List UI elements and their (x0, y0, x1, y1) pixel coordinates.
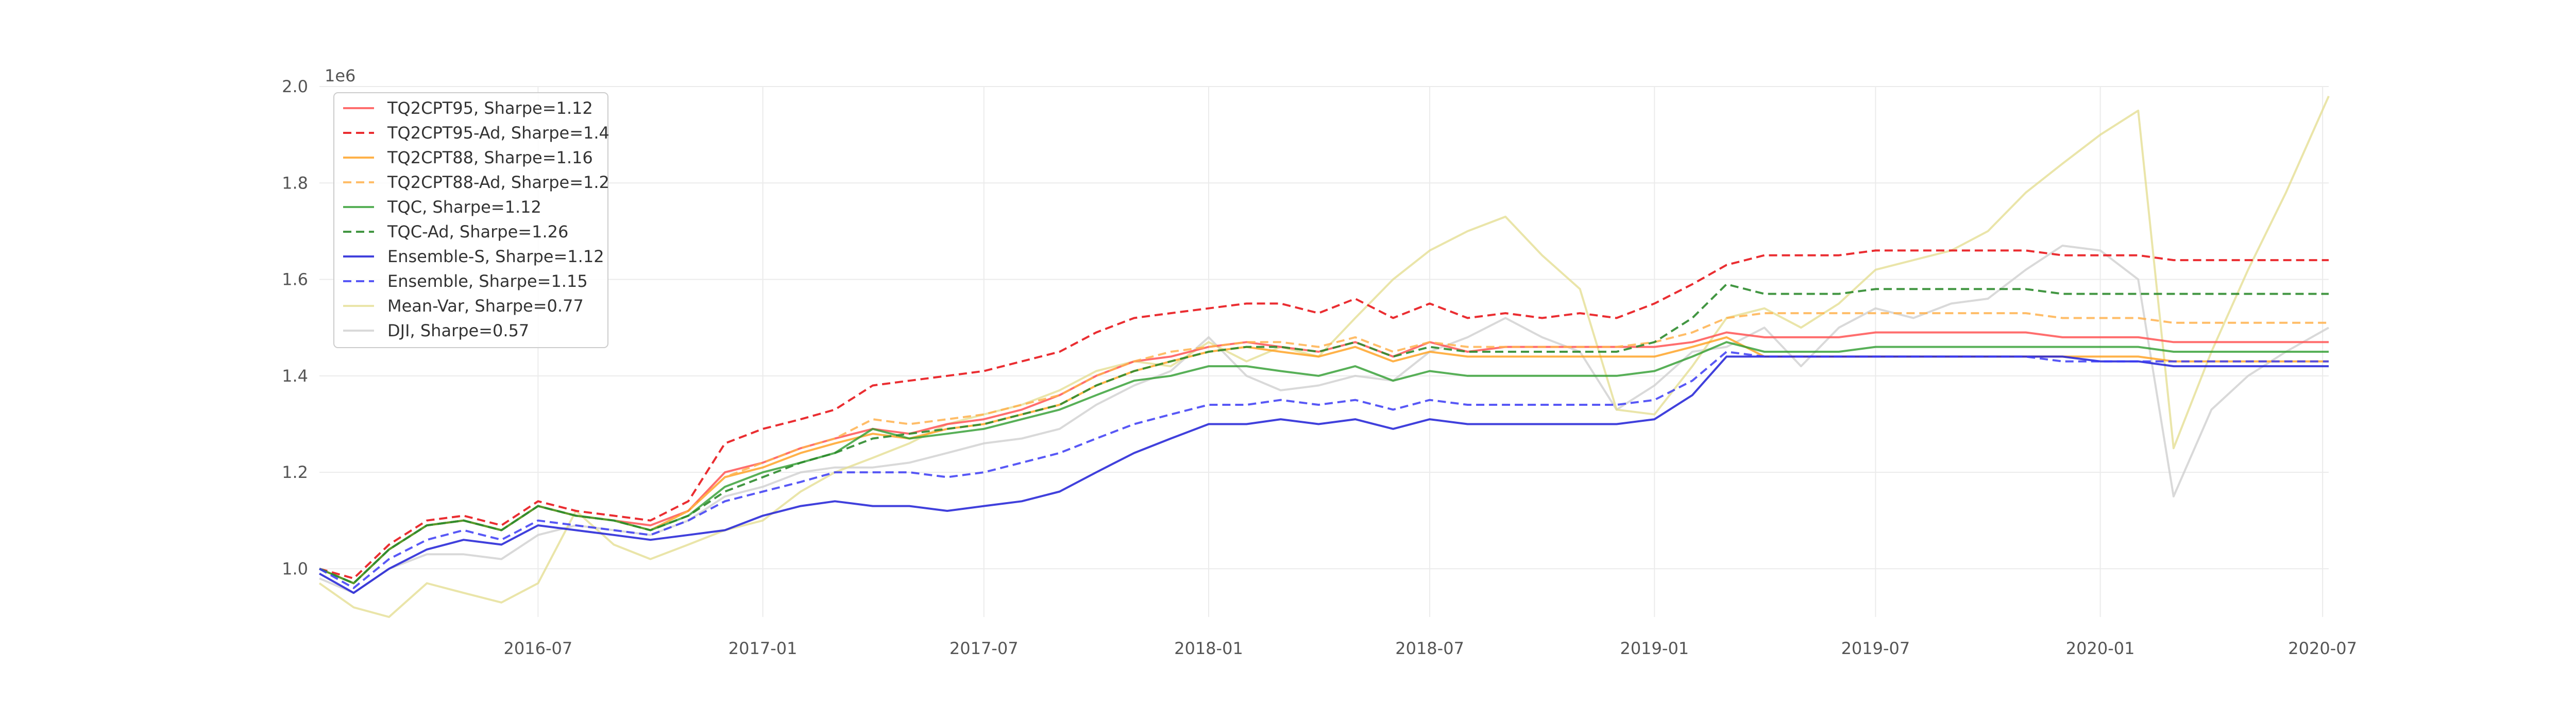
legend-item: TQ2CPT95-Ad, Sharpe=1.4 (343, 123, 609, 143)
plot-area (318, 95, 2330, 618)
y-axis-offset-label: 1e6 (325, 66, 355, 85)
x-axis: 2016-07 2017-01 2017-07 2018-01 2018-07 2019-… (504, 639, 2357, 658)
series-line (319, 249, 2329, 580)
legend-item: Ensemble-S, Sharpe=1.12 (343, 247, 604, 266)
x-tick-label: 2020-07 (2288, 639, 2357, 658)
y-tick-label: 1.2 (282, 462, 308, 482)
y-axis: 1.0 1.2 1.4 1.6 1.8 2.0 (282, 77, 308, 578)
legend-label: TQ2CPT88, Sharpe=1.16 (387, 148, 593, 167)
legend-item: TQC, Sharpe=1.12 (343, 197, 541, 217)
x-tick-label: 2018-07 (1395, 639, 1464, 658)
legend-label: Mean-Var, Sharpe=0.77 (387, 296, 584, 316)
series-line (319, 355, 2329, 594)
x-tick-label: 2017-07 (950, 639, 1019, 658)
legend-item: TQ2CPT88-Ad, Sharpe=1.2 (343, 173, 609, 192)
legend-label: TQC-Ad, Sharpe=1.26 (387, 222, 568, 242)
series-line (319, 331, 2329, 585)
legend-box (333, 92, 608, 348)
y-tick-label: 1.0 (282, 559, 308, 578)
x-tick-label: 2018-01 (1174, 639, 1243, 658)
series-line (319, 351, 2329, 589)
y-tick-label: 2.0 (282, 77, 308, 96)
legend: TQ2CPT95, Sharpe=1.12 TQ2CPT95-Ad, Sharpe… (333, 92, 609, 348)
y-tick-label: 1.8 (282, 173, 308, 193)
legend-label: TQC, Sharpe=1.12 (387, 197, 541, 217)
legend-item: TQ2CPT88, Sharpe=1.16 (343, 148, 593, 167)
series-line (319, 245, 2329, 594)
legend-item: Mean-Var, Sharpe=0.77 (343, 296, 584, 316)
legend-label: TQ2CPT95, Sharpe=1.12 (387, 98, 593, 118)
legend-item: Ensemble, Sharpe=1.15 (343, 271, 588, 291)
x-tick-label: 2020-01 (2066, 639, 2135, 658)
legend-items: TQ2CPT95, Sharpe=1.12 TQ2CPT95-Ad, Sharpe… (343, 98, 609, 340)
legend-item: TQC-Ad, Sharpe=1.26 (343, 222, 568, 242)
legend-item: DJI, Sharpe=0.57 (343, 321, 529, 340)
x-tick-label: 2017-01 (728, 639, 798, 658)
x-tick-label: 2019-07 (1841, 639, 1910, 658)
legend-label: Ensemble, Sharpe=1.15 (387, 271, 588, 291)
legend-label: Ensemble-S, Sharpe=1.12 (387, 247, 604, 266)
y-tick-label: 1.6 (282, 270, 308, 289)
legend-label: TQ2CPT88-Ad, Sharpe=1.2 (387, 173, 609, 192)
legend-label: DJI, Sharpe=0.57 (387, 321, 529, 340)
x-tick-label: 2016-07 (504, 639, 573, 658)
series-line (319, 283, 2329, 585)
x-tick-label: 2019-01 (1620, 639, 1689, 658)
legend-label: TQ2CPT95-Ad, Sharpe=1.4 (387, 123, 609, 143)
y-tick-label: 1.4 (282, 366, 308, 386)
legend-item: TQ2CPT95, Sharpe=1.12 (343, 98, 593, 118)
